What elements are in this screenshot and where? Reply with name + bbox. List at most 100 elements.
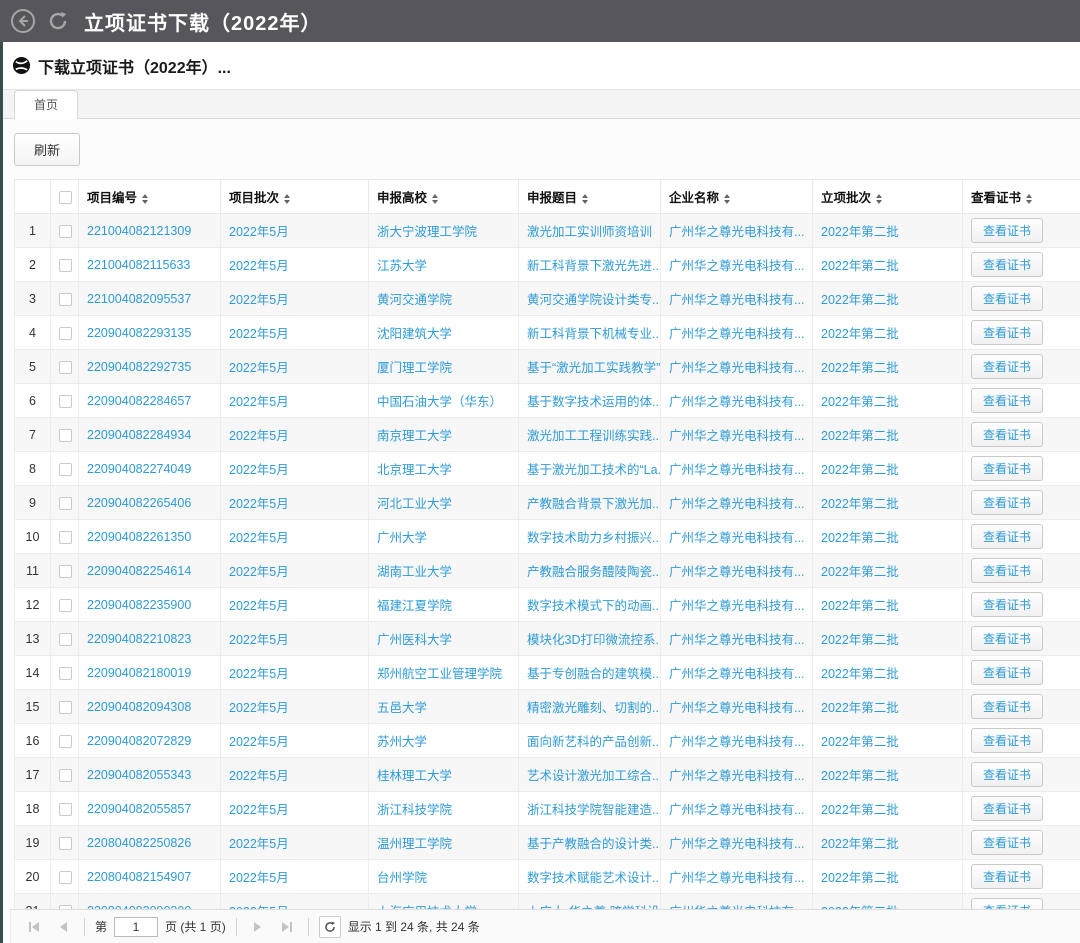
row-index-cell: 18: [14, 791, 51, 826]
view-certificate-button[interactable]: 查看证书: [971, 728, 1044, 753]
view-certificate-button[interactable]: 查看证书: [971, 830, 1044, 855]
refresh-button[interactable]: 刷新: [14, 133, 81, 166]
row-checkbox[interactable]: [59, 598, 72, 612]
pager-refresh-icon[interactable]: [318, 915, 341, 938]
column-header[interactable]: 申报题目: [518, 179, 661, 214]
row-checkbox[interactable]: [59, 700, 72, 714]
view-certificate-button[interactable]: 查看证书: [971, 456, 1044, 481]
company-cell: 广州华之尊光电科技有...: [660, 689, 813, 724]
project-no-cell: 220904082284657: [78, 383, 221, 418]
row-checkbox[interactable]: [59, 462, 72, 476]
row-checkbox[interactable]: [59, 632, 72, 646]
view-certificate-button[interactable]: 查看证书: [971, 286, 1044, 311]
column-header[interactable]: 查看证书: [962, 179, 1080, 214]
view-certificate-button[interactable]: 查看证书: [971, 762, 1044, 787]
view-certificate-button[interactable]: 查看证书: [971, 218, 1044, 243]
view-certificate-button[interactable]: 查看证书: [971, 796, 1044, 821]
sort-icon[interactable]: [724, 193, 731, 204]
page-number-input[interactable]: [114, 916, 159, 937]
company-cell: 广州华之尊光电科技有...: [660, 451, 813, 486]
row-checkbox[interactable]: [59, 802, 72, 816]
title-cell: 激光加工工程训练实践...: [518, 417, 661, 452]
project-batch-cell: 2022年5月: [220, 417, 369, 452]
row-checkbox[interactable]: [59, 666, 72, 680]
row-index-cell: 9: [14, 485, 51, 520]
table-row: 20 220804082154907 2022年5月 台州学院 数字技术赋能艺术…: [14, 859, 1080, 894]
last-page-icon[interactable]: [276, 916, 298, 938]
company-cell: 广州华之尊光电科技有...: [660, 349, 813, 384]
university-cell: 福建江夏学院: [368, 587, 519, 622]
view-certificate-button[interactable]: 查看证书: [971, 524, 1044, 549]
project-batch-cell: 2022年5月: [220, 213, 369, 248]
column-header[interactable]: 项目编号: [78, 179, 221, 214]
row-checkbox[interactable]: [59, 326, 72, 340]
action-cell: 查看证书: [962, 689, 1080, 724]
row-checkbox[interactable]: [59, 836, 72, 850]
action-cell: 查看证书: [962, 757, 1080, 792]
view-certificate-button[interactable]: 查看证书: [971, 864, 1044, 889]
column-header[interactable]: 企业名称: [660, 179, 813, 214]
row-checkbox[interactable]: [59, 768, 72, 782]
sort-icon[interactable]: [582, 193, 589, 204]
pager-divider: [307, 917, 309, 936]
approval-batch-cell: 2022年第二批: [812, 757, 963, 792]
view-certificate-button[interactable]: 查看证书: [971, 422, 1044, 447]
approval-batch-cell: 2022年第二批: [812, 383, 963, 418]
project-no-cell: 220904082072829: [78, 723, 221, 758]
approval-batch-cell: 2022年第二批: [812, 519, 963, 554]
company-cell: 广州华之尊光电科技有...: [660, 723, 813, 758]
view-certificate-button[interactable]: 查看证书: [971, 660, 1044, 685]
title-cell: 基于激光加工技术的“La...: [518, 451, 661, 486]
project-batch-cell: 2022年5月: [220, 825, 369, 860]
column-header[interactable]: 申报高校: [368, 179, 519, 214]
row-checkbox[interactable]: [59, 564, 72, 578]
action-cell: 查看证书: [962, 825, 1080, 860]
row-checkbox[interactable]: [59, 428, 72, 442]
approval-batch-cell: 2022年第二批: [812, 349, 963, 384]
row-checkbox[interactable]: [59, 530, 72, 544]
sort-icon[interactable]: [876, 193, 883, 204]
view-certificate-button[interactable]: 查看证书: [971, 626, 1044, 651]
view-certificate-button[interactable]: 查看证书: [971, 388, 1044, 413]
view-certificate-button[interactable]: 查看证书: [971, 490, 1044, 515]
reload-icon[interactable]: [45, 8, 71, 34]
column-header[interactable]: 项目批次: [220, 179, 369, 214]
table-row: 15 220904082094308 2022年5月 五邑大学 精密激光雕刻、切…: [14, 689, 1080, 724]
back-icon[interactable]: [10, 8, 36, 34]
prev-page-icon[interactable]: [52, 916, 74, 938]
sort-icon[interactable]: [432, 193, 439, 204]
header-checkbox[interactable]: [50, 179, 79, 214]
column-header[interactable]: 立项批次: [812, 179, 963, 214]
view-certificate-button[interactable]: 查看证书: [971, 558, 1044, 583]
next-page-icon[interactable]: [247, 916, 269, 938]
sort-icon[interactable]: [1026, 193, 1033, 204]
university-cell: 沈阳建筑大学: [368, 315, 519, 350]
project-batch-cell: 2022年5月: [220, 553, 369, 588]
pagination-bar: 第 页 (共 1 页) 显示 1 到 24 条, 共 24 条: [10, 909, 1080, 943]
action-cell: 查看证书: [962, 451, 1080, 486]
project-no-cell: 221004082115633: [78, 247, 221, 282]
pager-divider: [84, 917, 85, 936]
view-certificate-button[interactable]: 查看证书: [971, 354, 1044, 379]
project-no-cell: 220904082055857: [78, 791, 221, 826]
approval-batch-cell: 2022年第二批: [812, 791, 963, 826]
row-checkbox[interactable]: [59, 870, 72, 884]
row-checkbox[interactable]: [59, 496, 72, 510]
row-checkbox[interactable]: [59, 224, 72, 238]
tab-home[interactable]: 首页: [14, 90, 79, 119]
action-cell: 查看证书: [962, 791, 1080, 826]
view-certificate-button[interactable]: 查看证书: [971, 592, 1044, 617]
sort-icon[interactable]: [284, 193, 291, 204]
sort-icon[interactable]: [142, 193, 149, 204]
row-checkbox[interactable]: [59, 360, 72, 374]
row-checkbox[interactable]: [59, 394, 72, 408]
first-page-icon[interactable]: [23, 916, 45, 938]
row-checkbox[interactable]: [59, 258, 72, 272]
approval-batch-cell: 2022年第二批: [812, 485, 963, 520]
select-all-checkbox[interactable]: [59, 190, 72, 204]
view-certificate-button[interactable]: 查看证书: [971, 252, 1044, 277]
view-certificate-button[interactable]: 查看证书: [971, 320, 1044, 345]
view-certificate-button[interactable]: 查看证书: [971, 694, 1044, 719]
row-checkbox[interactable]: [59, 292, 72, 306]
row-checkbox[interactable]: [59, 734, 72, 748]
